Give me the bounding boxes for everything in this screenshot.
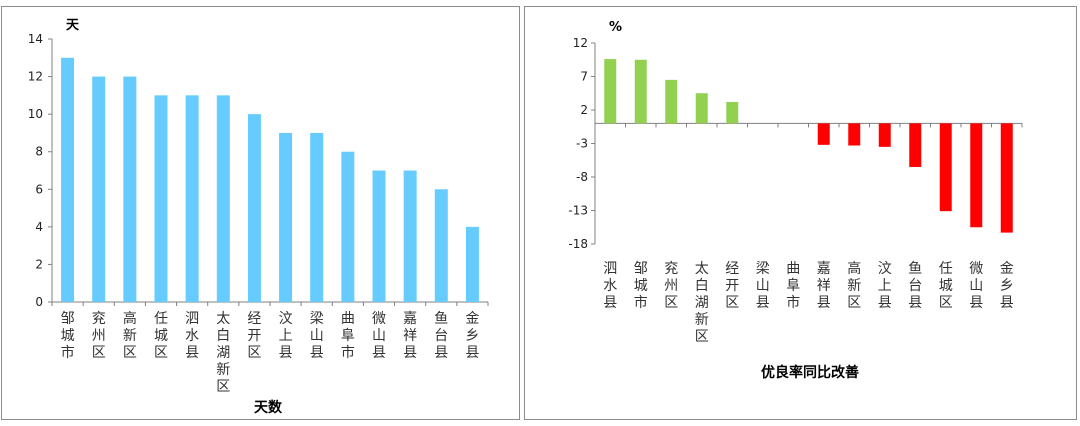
rate-bar bbox=[970, 123, 983, 228]
rate-bar bbox=[878, 123, 891, 147]
rate-bar bbox=[695, 93, 708, 124]
rate-category-label: 曲阜市 bbox=[786, 261, 800, 311]
days-bar bbox=[465, 226, 479, 302]
days-y-tick-label: 6 bbox=[35, 182, 43, 196]
rate-category-label: 梁山县 bbox=[756, 261, 770, 311]
rate-y-tick-label: 7 bbox=[580, 70, 588, 84]
days-chart: 0 2 4 6 8 10 12 14 邹城市 兖州区 高新区 任城区 泗水县 太白湖新区 经开区 汶上县 梁山县… bbox=[28, 18, 489, 416]
days-bars: 0 2 4 6 8 10 12 14 邹城市 兖州区 高新区 任城区 泗水县 太白湖新区 经开区 汶上县 梁山县… bbox=[28, 32, 489, 395]
rate-category-label: 太白湖新区 bbox=[695, 261, 709, 345]
rate-y-tick-label: 2 bbox=[580, 103, 588, 117]
rate-bars: 12 7 2 -3 -8 -13 -18 泗水县 邹城市 兖州区 太白湖新区 经开区 梁山县 曲阜市 嘉祥县… bbox=[568, 36, 1023, 345]
days-bar bbox=[247, 114, 261, 303]
days-y-tick-label: 0 bbox=[35, 295, 43, 309]
days-bar bbox=[123, 76, 137, 302]
rate-y-tick-label: -18 bbox=[568, 237, 588, 251]
rate-y-tick-label: -8 bbox=[576, 170, 588, 184]
days-bar bbox=[310, 132, 324, 302]
days-category-label: 高新区 bbox=[123, 310, 137, 361]
days-x-title: 天数 bbox=[254, 399, 283, 416]
rate-change-chart: 12 7 2 -3 -8 -13 -18 泗水县 邹城市 兖州区 太白湖新区 经开区 梁山县 曲阜市 嘉祥县… bbox=[568, 20, 1023, 381]
days-bar bbox=[372, 170, 386, 302]
rate-bar bbox=[817, 123, 830, 145]
days-category-label: 兖州区 bbox=[92, 311, 106, 361]
rate-bar bbox=[848, 123, 861, 146]
days-category-label: 曲阜市 bbox=[341, 311, 355, 361]
rate-category-label: 泗水县 bbox=[603, 261, 617, 311]
rate-category-label: 邹城市 bbox=[634, 261, 648, 311]
days-bar bbox=[154, 95, 168, 302]
rate-y-tick-label: -13 bbox=[568, 204, 588, 218]
days-bar bbox=[92, 76, 106, 302]
days-bar bbox=[185, 95, 199, 302]
rate-category-label: 金乡县 bbox=[1000, 261, 1014, 311]
days-category-label: 经开区 bbox=[247, 311, 261, 361]
rate-y-tick-label: -3 bbox=[576, 137, 588, 151]
days-category-label: 金乡县 bbox=[465, 311, 479, 361]
rate-y-tick-label: 12 bbox=[573, 36, 588, 50]
days-bar bbox=[403, 170, 417, 302]
rate-unit-label: % bbox=[609, 20, 622, 35]
days-y-tick-label: 2 bbox=[35, 257, 43, 271]
days-category-label: 嘉祥县 bbox=[403, 311, 417, 361]
days-y-tick-label: 8 bbox=[35, 145, 43, 159]
days-category-label: 泗水县 bbox=[185, 311, 199, 361]
rate-bar bbox=[604, 59, 617, 124]
rate-bar bbox=[665, 79, 678, 124]
rate-category-label: 经开区 bbox=[725, 261, 739, 311]
days-category-label: 任城区 bbox=[154, 311, 168, 361]
days-y-tick-label: 12 bbox=[28, 70, 43, 84]
days-bar bbox=[341, 151, 355, 302]
days-y-tick-label: 10 bbox=[28, 107, 43, 121]
rate-bar bbox=[634, 59, 647, 124]
rate-category-label: 嘉祥县 bbox=[817, 261, 831, 311]
days-y-tick-label: 4 bbox=[35, 220, 43, 234]
days-category-label: 邹城市 bbox=[61, 311, 75, 361]
chart-panel-days: 0 2 4 6 8 10 12 14 邹城市 兖州区 高新区 任城区 泗水县 太白湖新区 经开区 汶上县 梁山县… bbox=[1, 6, 520, 420]
days-category-label: 梁山县 bbox=[310, 311, 324, 361]
days-bar bbox=[61, 57, 75, 303]
rate-x-title: 优良率同比改善 bbox=[761, 364, 859, 381]
rate-bar bbox=[909, 123, 922, 167]
days-unit-label: 天 bbox=[66, 18, 80, 33]
rate-category-label: 鱼台县 bbox=[908, 260, 922, 311]
days-category-label: 太白湖新区 bbox=[216, 311, 230, 395]
days-category-label: 汶上县 bbox=[279, 310, 293, 361]
rate-category-label: 微山县 bbox=[969, 261, 983, 311]
rate-category-label: 汶上县 bbox=[878, 260, 892, 311]
rate-bar bbox=[1000, 123, 1013, 233]
rate-bar bbox=[939, 123, 952, 212]
days-bar bbox=[216, 95, 230, 302]
rate-bar bbox=[726, 101, 739, 124]
rate-category-label: 高新区 bbox=[847, 260, 861, 311]
rate-category-label: 兖州区 bbox=[664, 261, 678, 311]
days-bar bbox=[434, 189, 448, 302]
days-y-tick-label: 14 bbox=[28, 32, 43, 46]
chart-panel-rate: 12 7 2 -3 -8 -13 -18 泗水县 邹城市 兖州区 太白湖新区 经开区 梁山县 曲阜市 嘉祥县… bbox=[524, 6, 1077, 420]
days-category-label: 微山县 bbox=[372, 311, 386, 361]
rate-category-label: 任城区 bbox=[939, 261, 953, 311]
days-category-label: 鱼台县 bbox=[434, 310, 448, 361]
days-bar bbox=[279, 132, 293, 302]
